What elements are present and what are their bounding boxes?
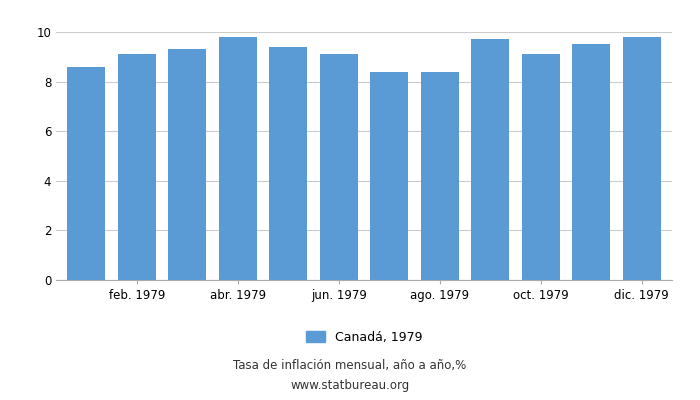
Bar [370,72,408,280]
Text: Tasa de inflación mensual, año a año,%: Tasa de inflación mensual, año a año,% [233,360,467,372]
Bar [623,37,661,280]
Bar [471,40,509,280]
Bar [219,37,257,280]
Bar [421,72,458,280]
Bar [320,54,358,280]
Text: www.statbureau.org: www.statbureau.org [290,380,410,392]
Bar [118,54,155,280]
Legend: Canadá, 1979: Canadá, 1979 [306,331,422,344]
Bar [67,67,105,280]
Bar [573,44,610,280]
Bar [168,49,206,280]
Bar [270,47,307,280]
Bar [522,54,560,280]
